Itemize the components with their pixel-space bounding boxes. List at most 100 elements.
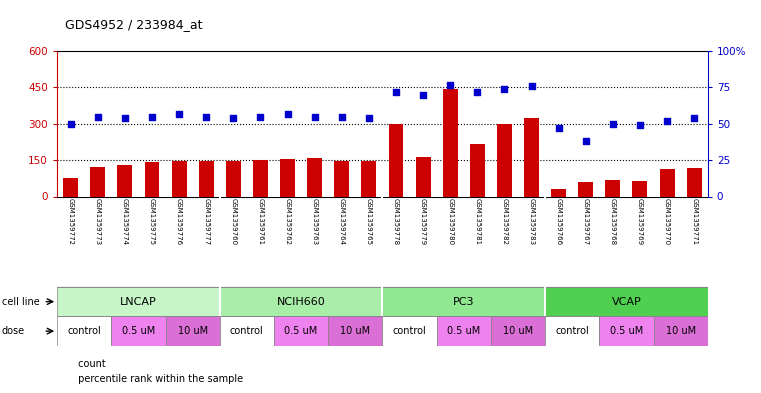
Text: GSM1359781: GSM1359781 <box>474 198 480 246</box>
Point <box>471 89 483 95</box>
Text: GSM1359767: GSM1359767 <box>583 198 589 246</box>
Text: GSM1359775: GSM1359775 <box>149 198 155 245</box>
Point <box>146 113 158 119</box>
Point <box>173 110 185 117</box>
Point <box>634 122 646 129</box>
Point <box>308 113 320 119</box>
Bar <box>578 182 593 196</box>
Point <box>444 81 457 88</box>
Text: GSM1359761: GSM1359761 <box>257 198 263 246</box>
Text: GSM1359780: GSM1359780 <box>447 198 454 246</box>
Text: control: control <box>556 326 589 336</box>
Text: GSM1359777: GSM1359777 <box>203 198 209 246</box>
Text: GSM1359774: GSM1359774 <box>122 198 128 245</box>
Text: NCIH660: NCIH660 <box>277 297 326 307</box>
Text: GSM1359765: GSM1359765 <box>366 198 372 245</box>
Point <box>254 113 266 119</box>
Text: GSM1359769: GSM1359769 <box>637 198 643 246</box>
Text: GDS4952 / 233984_at: GDS4952 / 233984_at <box>65 18 202 31</box>
Bar <box>389 124 403 196</box>
Text: LNCAP: LNCAP <box>120 297 157 307</box>
Bar <box>280 159 295 196</box>
Point <box>417 92 429 98</box>
Bar <box>382 316 437 346</box>
Text: 0.5 uM: 0.5 uM <box>122 326 155 336</box>
Bar <box>220 287 382 316</box>
Text: PC3: PC3 <box>453 297 475 307</box>
Bar <box>470 144 485 196</box>
Text: percentile rank within the sample: percentile rank within the sample <box>75 374 244 384</box>
Text: GSM1359778: GSM1359778 <box>393 198 399 246</box>
Text: 0.5 uM: 0.5 uM <box>285 326 317 336</box>
Point <box>363 115 375 121</box>
Bar <box>226 161 240 196</box>
Bar <box>491 316 545 346</box>
Bar <box>63 178 78 196</box>
Point <box>65 121 77 127</box>
Bar <box>328 316 382 346</box>
Text: count: count <box>75 358 106 369</box>
Bar <box>117 165 132 196</box>
Point <box>688 115 700 121</box>
Text: 0.5 uM: 0.5 uM <box>447 326 480 336</box>
Text: GSM1359763: GSM1359763 <box>311 198 317 246</box>
Bar <box>145 162 159 196</box>
Bar <box>382 287 545 316</box>
Point <box>91 113 103 119</box>
Text: GSM1359779: GSM1359779 <box>420 198 426 246</box>
Bar <box>91 167 105 196</box>
Text: GSM1359766: GSM1359766 <box>556 198 562 246</box>
Text: control: control <box>393 326 426 336</box>
Text: control: control <box>230 326 264 336</box>
Point <box>390 89 402 95</box>
Bar <box>545 287 708 316</box>
Bar <box>57 287 220 316</box>
Text: GSM1359771: GSM1359771 <box>691 198 697 246</box>
Bar <box>253 160 268 196</box>
Bar <box>437 316 491 346</box>
Point <box>552 125 565 131</box>
Text: VCAP: VCAP <box>612 297 642 307</box>
Text: GSM1359760: GSM1359760 <box>231 198 237 246</box>
Text: 10 uM: 10 uM <box>177 326 208 336</box>
Text: GSM1359762: GSM1359762 <box>285 198 291 245</box>
Bar <box>599 316 654 346</box>
Point <box>119 115 131 121</box>
Text: GSM1359772: GSM1359772 <box>68 198 74 245</box>
Text: 10 uM: 10 uM <box>666 326 696 336</box>
Point <box>336 113 348 119</box>
Bar <box>199 161 214 196</box>
Text: GSM1359768: GSM1359768 <box>610 198 616 246</box>
Bar <box>165 316 220 346</box>
Bar <box>545 316 599 346</box>
Text: cell line: cell line <box>2 297 40 307</box>
Text: GSM1359782: GSM1359782 <box>501 198 508 245</box>
Text: GSM1359776: GSM1359776 <box>176 198 182 246</box>
Point <box>661 118 673 124</box>
Point <box>498 86 511 92</box>
Text: control: control <box>67 326 101 336</box>
Bar <box>660 169 674 196</box>
Bar <box>172 161 186 196</box>
Bar <box>632 181 648 196</box>
Text: GSM1359773: GSM1359773 <box>94 198 100 246</box>
Point <box>607 121 619 127</box>
Bar <box>654 316 708 346</box>
Text: GSM1359770: GSM1359770 <box>664 198 670 246</box>
Bar <box>334 161 349 196</box>
Point <box>580 138 592 144</box>
Bar <box>111 316 165 346</box>
Bar <box>57 316 111 346</box>
Bar <box>307 158 322 196</box>
Text: GSM1359783: GSM1359783 <box>528 198 534 246</box>
Text: 10 uM: 10 uM <box>340 326 371 336</box>
Bar <box>443 89 457 196</box>
Bar <box>497 124 512 196</box>
Text: dose: dose <box>2 326 24 336</box>
Bar <box>606 180 620 196</box>
Bar <box>220 316 274 346</box>
Bar <box>416 156 431 196</box>
Text: 10 uM: 10 uM <box>503 326 533 336</box>
Bar <box>274 316 328 346</box>
Point <box>282 110 294 117</box>
